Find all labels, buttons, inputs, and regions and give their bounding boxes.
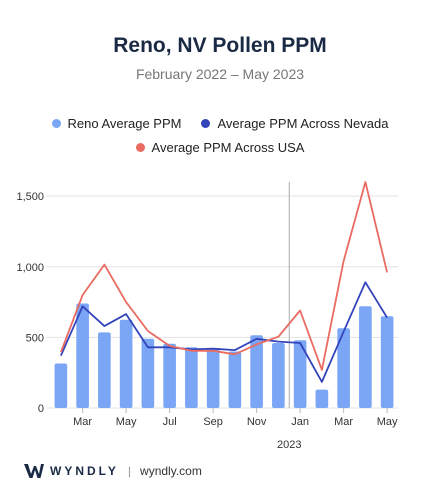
legend-dot-nevada [201,119,211,128]
legend-label-usa: Average PPM Across USA [151,140,305,155]
website-link[interactable]: wyndly.com [140,464,202,478]
bar-reno [54,363,68,408]
x-tick-label: Mar [73,416,92,428]
y-tick-label: 1,500 [16,191,44,203]
legend-item-nevada: Average PPM Across Nevada [201,116,388,131]
x-tick-label: May [116,416,137,428]
y-tick-label: 1,000 [16,262,44,274]
bar-reno [76,303,89,408]
legend-row-2: Average PPM Across USA [0,140,440,155]
legend: Reno Average PPM Average PPM Across Neva… [0,116,440,131]
bar-reno [98,332,111,408]
footer-separator: | [127,464,132,478]
bar-reno [272,343,285,408]
bar-reno [293,340,307,408]
brand-name: WYNDLY [50,464,119,478]
x-tick-label: Jan [291,416,309,428]
chart-subtitle: February 2022 – May 2023 [135,66,305,82]
line-nevada [60,281,388,383]
y-tick-label: 0 [38,403,44,415]
bar-reno [380,316,394,408]
legend-dot-usa [135,143,145,152]
wyndly-logo-icon [24,464,44,478]
x-tick-label: Mar [334,416,353,428]
bar-reno [141,338,155,408]
bar-reno [250,335,263,408]
legend-label-nevada: Average PPM Across Nevada [217,116,389,131]
y-tick-label: 500 [26,332,44,344]
chart-title: Reno, NV Pollen PPM [113,34,327,57]
x-tick-label: Sep [203,416,223,428]
legend-label-reno: Reno Average PPM [67,116,182,131]
bar-reno [315,389,329,408]
x-tick-label: Jul [163,416,177,428]
bar-reno [359,306,372,408]
legend-dot-reno [51,119,61,128]
bar-reno [228,351,242,408]
x-tick-label: Nov [247,416,267,428]
year-label: 2023 [277,439,301,451]
x-tick-label: May [377,416,398,428]
bar-reno [163,343,176,408]
line-usa [60,181,388,371]
bar-reno [185,347,198,408]
legend-item-reno: Reno Average PPM [51,116,182,131]
bar-reno [119,319,133,408]
footer: WYNDLY | wyndly.com [24,463,202,479]
bar-reno [337,328,350,408]
legend-item-usa: Average PPM Across USA [135,140,305,155]
bar-reno [206,347,220,408]
